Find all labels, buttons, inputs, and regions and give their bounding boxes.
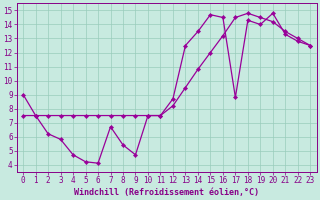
X-axis label: Windchill (Refroidissement éolien,°C): Windchill (Refroidissement éolien,°C) bbox=[74, 188, 259, 197]
